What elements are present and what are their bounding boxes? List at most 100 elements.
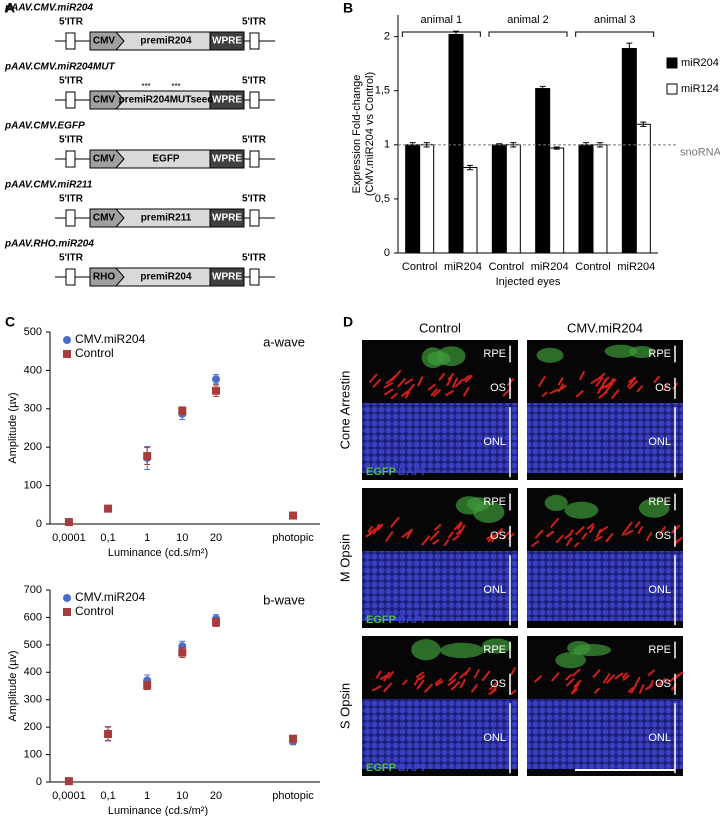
insert-label: premiR204	[140, 272, 192, 283]
os-signal	[662, 384, 669, 392]
x-tick-label: miR204	[531, 261, 569, 273]
itr-box	[249, 209, 260, 227]
os-signal	[470, 683, 479, 693]
os-signal	[602, 673, 611, 684]
layer-label: ONL	[648, 584, 671, 596]
stain-label: DAPI	[398, 466, 424, 478]
x-tick-label: 10	[176, 790, 188, 802]
os-signal	[404, 391, 411, 399]
os-signal	[443, 538, 450, 547]
os-signal	[575, 389, 584, 398]
layer-label: ONL	[648, 732, 671, 744]
egfp-signal	[466, 497, 490, 512]
data-point	[143, 681, 152, 690]
x-axis-label: Injected eyes	[496, 276, 561, 288]
insert-label: premiR204MUTseed	[119, 95, 214, 106]
egfp-signal	[573, 644, 612, 657]
os-signal	[481, 670, 491, 682]
nuclear-layer	[362, 403, 518, 473]
promoter-arrow	[89, 267, 125, 287]
os-signal	[452, 534, 460, 541]
layer-label: OS	[490, 530, 506, 542]
data-point	[64, 777, 73, 786]
bar	[578, 144, 594, 254]
y-tick-label: 200	[24, 721, 42, 733]
x-tick-label: 1	[144, 790, 150, 802]
panel-label: C	[5, 314, 15, 330]
os-signal	[581, 532, 588, 541]
bar	[491, 144, 507, 254]
insert-label: premiR211	[141, 213, 192, 224]
itr-box	[249, 268, 260, 286]
os-signal	[438, 372, 446, 381]
nuclear-layer	[527, 551, 683, 621]
group-bracket	[488, 31, 568, 37]
os-signal	[404, 378, 414, 385]
itr-box	[249, 150, 260, 168]
data-point	[212, 386, 221, 395]
os-signal	[557, 377, 564, 386]
x-tick-label: 10	[176, 532, 188, 544]
os-signal	[634, 676, 641, 687]
os-signal	[434, 678, 442, 685]
bar	[405, 144, 421, 254]
promoter-arrow	[89, 90, 125, 110]
y-axis-label: Expression Fold-change	[351, 75, 363, 194]
os-signal	[565, 677, 575, 687]
y-tick-label: 1,5	[375, 85, 390, 97]
os-signal	[574, 525, 585, 536]
os-signal	[368, 373, 378, 383]
itr-label: 5'ITR	[59, 76, 84, 87]
data-point	[212, 375, 221, 384]
y-tick-label: 100	[24, 748, 42, 760]
os-signal	[550, 672, 560, 682]
legend-label: CMV.miR204	[75, 332, 146, 346]
os-signal	[621, 672, 628, 679]
x-tick-label: miR204	[617, 261, 655, 273]
layer-label: OS	[655, 382, 671, 394]
os-signal	[614, 672, 624, 680]
data-point	[289, 734, 297, 743]
os-signal	[658, 526, 667, 536]
os-signal	[382, 682, 393, 693]
os-signal	[430, 388, 438, 397]
bar	[448, 33, 464, 254]
y-tick-label: 2	[384, 31, 390, 43]
os-signal	[431, 538, 440, 545]
os-signal	[545, 530, 555, 537]
itr-label: 5'ITR	[242, 194, 267, 205]
promoter-arrow	[89, 208, 125, 228]
data-point	[104, 730, 113, 738]
legend-marker	[63, 336, 71, 344]
wpre-box	[209, 208, 245, 228]
wpre-box	[209, 90, 245, 110]
x-axis-label: Luminance (cd.s/m²)	[108, 547, 208, 559]
egfp-signal	[536, 347, 564, 363]
os-signal	[458, 524, 466, 535]
egfp-signal	[411, 639, 441, 661]
construct-name: pAAV.RHO.miR204	[4, 239, 94, 250]
itr-box	[65, 268, 76, 286]
bar	[462, 167, 478, 254]
os-signal	[573, 679, 582, 689]
os-signal	[598, 384, 608, 391]
egfp-signal	[439, 642, 484, 659]
os-signal	[636, 384, 644, 393]
stain-label: EGFP	[366, 614, 396, 626]
data-point	[178, 642, 187, 651]
egfp-signal	[437, 346, 466, 367]
y-tick-label: 300	[24, 694, 42, 706]
os-signal	[622, 674, 630, 681]
y-tick-label: 0,5	[375, 193, 390, 205]
os-signal	[486, 534, 494, 541]
reference-label: snoRNA234	[680, 147, 720, 159]
os-signal	[447, 531, 454, 539]
os-signal	[416, 679, 425, 690]
egfp-signal	[481, 638, 512, 654]
wpre-label: WPRE	[212, 213, 242, 224]
os-signal	[549, 388, 559, 395]
os-signal	[550, 517, 560, 529]
os-signal	[390, 392, 399, 400]
insert-label: premiR204	[140, 36, 192, 47]
itr-label: 5'ITR	[59, 17, 84, 28]
